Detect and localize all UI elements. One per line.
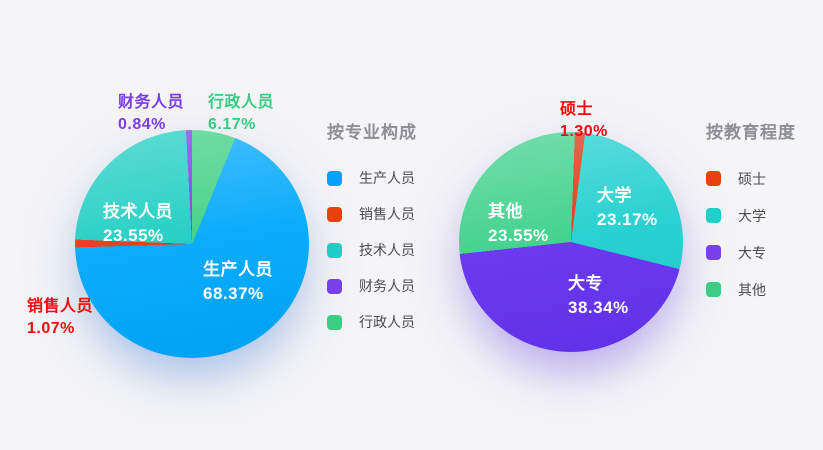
- label-college: 大专 38.34%: [568, 272, 629, 320]
- legend-item-finance[interactable]: 财务人员: [327, 268, 417, 304]
- legend-item-college[interactable]: 大专: [706, 234, 796, 271]
- swatch-sales-icon: [327, 206, 342, 222]
- label-admin-pct: 6.17%: [208, 116, 256, 133]
- legend-label-finance: 财务人员: [359, 278, 415, 294]
- legend-title-education: 按教育程度: [706, 123, 796, 142]
- label-other-pct: 23.55%: [488, 226, 549, 245]
- swatch-master-icon: [706, 171, 721, 186]
- label-master-pct: 1.30%: [560, 123, 608, 140]
- legend-item-university[interactable]: 大学: [706, 197, 796, 234]
- label-production-name: 生产人员: [203, 260, 273, 279]
- swatch-technical-icon: [327, 242, 342, 258]
- legend-education: 按教育程度 硕士 大学 大专 其他: [706, 118, 796, 308]
- label-admin-name: 行政人员: [208, 94, 275, 111]
- legend-label-sales: 销售人员: [359, 206, 415, 222]
- legend-label-technical: 技术人员: [359, 242, 415, 258]
- label-sales-staff: 销售人员 1.07%: [27, 296, 93, 340]
- label-production-staff: 生产人员 68.37%: [203, 258, 273, 306]
- swatch-admin-icon: [327, 314, 342, 330]
- pie-education[interactable]: [459, 132, 683, 352]
- label-other-name: 其他: [488, 202, 523, 221]
- label-university: 大学 23.17%: [597, 184, 658, 232]
- label-other: 其他 23.55%: [488, 200, 549, 248]
- legend-item-production[interactable]: 生产人员: [327, 160, 417, 196]
- legend-item-technical[interactable]: 技术人员: [327, 232, 417, 268]
- legend-label-admin: 行政人员: [359, 314, 415, 330]
- label-finance-name: 财务人员: [118, 94, 185, 111]
- legend-item-sales[interactable]: 销售人员: [327, 196, 417, 232]
- swatch-production-icon: [327, 170, 342, 186]
- label-college-name: 大专: [568, 274, 603, 293]
- legend-profession: 按专业构成 生产人员 销售人员 技术人员 财务人员 行政人员: [327, 118, 417, 340]
- label-master-name: 硕士: [560, 101, 594, 118]
- legend-title-profession: 按专业构成: [327, 123, 417, 142]
- label-university-pct: 23.17%: [597, 210, 658, 229]
- legend-label-production: 生产人员: [359, 170, 415, 186]
- swatch-other-icon: [706, 282, 721, 297]
- label-college-pct: 38.34%: [568, 298, 629, 317]
- label-sales-pct: 1.07%: [27, 320, 75, 337]
- label-admin-staff: 行政人员 6.17%: [208, 92, 274, 136]
- legend-label-other: 其他: [738, 281, 766, 298]
- label-university-name: 大学: [597, 186, 632, 205]
- legend-item-admin[interactable]: 行政人员: [327, 304, 417, 340]
- label-technical-staff: 技术人员 23.55%: [103, 200, 173, 248]
- label-production-pct: 68.37%: [203, 284, 264, 303]
- legend-label-college: 大专: [738, 244, 766, 261]
- pie-profession[interactable]: [75, 130, 309, 358]
- label-finance-staff: 财务人员 0.84%: [118, 92, 184, 136]
- swatch-university-icon: [706, 208, 721, 223]
- swatch-college-icon: [706, 245, 721, 260]
- legend-item-other[interactable]: 其他: [706, 271, 796, 308]
- label-sales-name: 销售人员: [27, 298, 94, 315]
- label-finance-pct: 0.84%: [118, 116, 166, 133]
- legend-label-master: 硕士: [738, 170, 766, 187]
- label-technical-name: 技术人员: [103, 202, 173, 221]
- label-master: 硕士 1.30%: [560, 99, 608, 143]
- legend-item-master[interactable]: 硕士: [706, 160, 796, 197]
- legend-label-university: 大学: [738, 207, 766, 224]
- swatch-finance-icon: [327, 278, 342, 294]
- label-technical-pct: 23.55%: [103, 226, 164, 245]
